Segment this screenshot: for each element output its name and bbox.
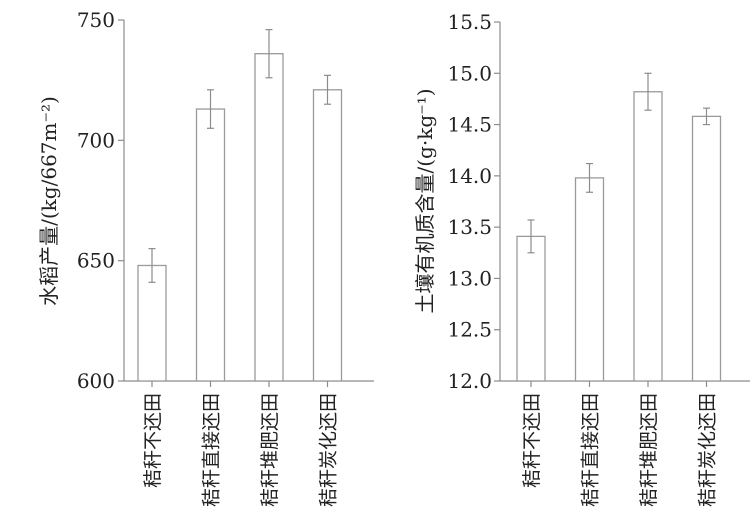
soil-organic-matter-chart: 土壤有机质含量/(g·kg⁻¹) 12.0 12.5 13.0 13.5 14.0 14.…: [413, 10, 750, 507]
y-tick-label: 650: [77, 249, 115, 273]
x-category-label: 秸秆炭化还田: [318, 393, 340, 507]
y-tick-label: 12.0: [447, 369, 492, 393]
y-tick-label: 15.0: [447, 61, 492, 85]
bar: [633, 91, 663, 382]
bar: [254, 53, 284, 382]
y-tick-label: 13.0: [447, 266, 492, 290]
y-tick-label: 700: [77, 128, 115, 152]
y-tick-label: 12.5: [447, 318, 492, 342]
bar: [691, 115, 722, 382]
x-category-label: 秸秆堆肥还田: [638, 393, 660, 507]
y-tick-label: 750: [77, 8, 115, 32]
y-axis-title: 土壤有机质含量/(g·kg⁻¹): [413, 89, 437, 314]
x-category-label: 秸秆直接还田: [201, 393, 223, 507]
x-category-label: 秸秆堆肥还田: [259, 393, 281, 507]
y-tick-label: 15.5: [447, 10, 492, 34]
bar: [516, 235, 546, 382]
y-tick-label: 14.5: [447, 113, 492, 137]
y-axis-title: 水稻产量/(kg/667m⁻²): [37, 96, 61, 306]
bar: [574, 177, 605, 382]
x-category-label: 秸秆不还田: [142, 393, 164, 488]
y-tick-label: 600: [77, 369, 115, 393]
rice-yield-chart: 水稻产量/(kg/667m⁻²) 600 650 700 750 秸秆不还田 秸秆直接还田…: [37, 8, 374, 507]
y-tick-label: 13.5: [447, 215, 492, 239]
bar: [312, 89, 343, 382]
x-category-label: 秸秆不还田: [521, 393, 543, 488]
y-tick-label: 14.0: [447, 164, 492, 188]
x-category-label: 秸秆炭化还田: [697, 393, 719, 507]
bar: [195, 108, 226, 382]
x-category-label: 秸秆直接还田: [580, 393, 602, 507]
